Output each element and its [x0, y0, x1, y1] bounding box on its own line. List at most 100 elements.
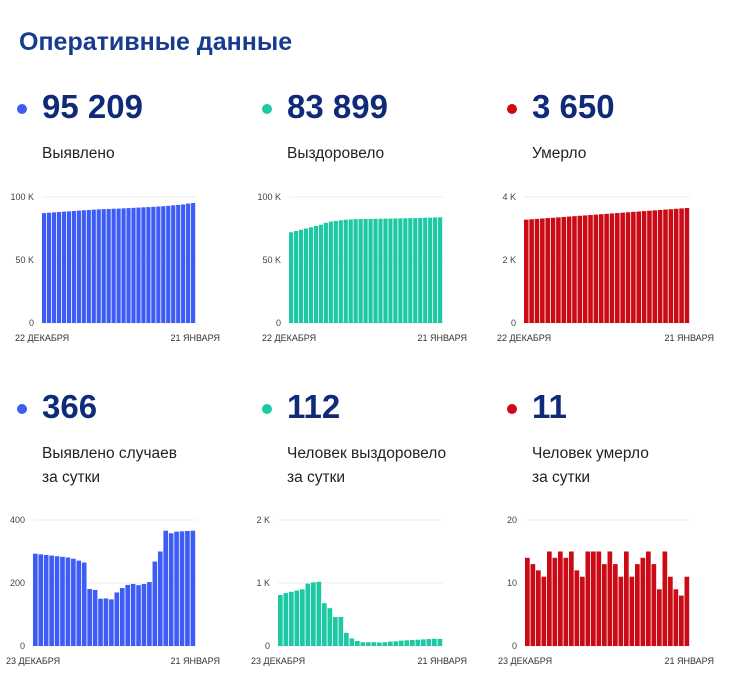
bar: [60, 556, 65, 646]
y-tick-label: 100 K: [10, 192, 34, 202]
y-tick-label: 100 K: [257, 192, 281, 202]
y-tick-label: 0: [276, 318, 281, 328]
bar: [541, 576, 547, 646]
bar: [33, 553, 38, 646]
bar: [651, 564, 657, 646]
legend-dot-icon: [17, 104, 27, 114]
bar: [540, 218, 545, 323]
stat-value: 366: [42, 388, 98, 425]
bar: [81, 210, 86, 323]
bar: [119, 588, 125, 646]
bar: [316, 581, 322, 646]
bar: [111, 208, 116, 323]
y-tick-label: 0: [29, 318, 34, 328]
bar: [663, 209, 668, 323]
bar: [278, 594, 283, 646]
bar: [388, 218, 393, 323]
bar: [176, 204, 181, 323]
bar: [646, 551, 651, 646]
bar: [323, 222, 328, 323]
bar: [413, 218, 418, 323]
stat-panel-identified: 95 209 Выявлено 0 50 K 100 K 22 ДЕКАБРЯ 21 ЯНВ…: [0, 0, 245, 343]
bar: [106, 208, 111, 323]
bar: [524, 219, 529, 323]
bar: [121, 208, 126, 323]
bar: [596, 551, 602, 646]
bar: [71, 210, 76, 323]
y-tick-label: 10: [507, 578, 517, 588]
bar: [393, 641, 399, 646]
bar: [437, 638, 443, 646]
stat-panel-identified-daily: 366 Выявлено случаев за сутки 0 200 400 23 ДЕК…: [0, 300, 245, 666]
bar: [647, 210, 652, 323]
bar: [426, 639, 432, 646]
bar: [403, 218, 408, 323]
bar: [360, 642, 366, 646]
bar: [577, 215, 583, 323]
bar: [38, 554, 44, 646]
bar: [428, 217, 433, 323]
y-tick-label: 0: [265, 641, 270, 651]
bar: [109, 599, 114, 646]
bar: [410, 640, 415, 646]
bar: [358, 219, 363, 323]
bar: [393, 218, 398, 323]
bar: [76, 560, 82, 646]
bar: [418, 217, 423, 323]
page-title: Оперативные данные: [19, 28, 293, 56]
bar: [556, 217, 561, 323]
bar: [368, 218, 373, 323]
bar: [166, 205, 171, 323]
bar: [338, 617, 344, 646]
bar: [620, 212, 625, 323]
bar: [561, 216, 567, 323]
x-label-end: 21 ЯНВАРЯ: [417, 333, 467, 343]
stat-value: 11: [532, 388, 567, 425]
bar: [558, 551, 563, 646]
bar: [322, 603, 327, 646]
bar: [42, 213, 47, 323]
bar: [343, 219, 348, 323]
chart-deaths-daily: 0 10 20 23 ДЕКАБРЯ 21 ЯНВАРЯ: [498, 515, 714, 666]
bar: [373, 218, 378, 323]
chart-identified: 0 50 K 100 K 22 ДЕКАБРЯ 21 ЯНВАРЯ: [10, 192, 220, 343]
y-tick-label: 50 K: [15, 255, 34, 265]
x-label-start: 23 ДЕКАБРЯ: [251, 656, 305, 666]
bar: [333, 220, 338, 323]
bar: [181, 204, 186, 323]
y-tick-label: 400: [10, 515, 25, 525]
bar: [289, 591, 294, 646]
bar: [399, 640, 404, 646]
bar: [624, 551, 629, 646]
bar: [353, 219, 358, 323]
bar: [56, 211, 62, 323]
bar: [378, 218, 383, 323]
bar: [294, 590, 300, 646]
bar: [61, 211, 67, 323]
bar: [363, 218, 368, 323]
bar: [66, 211, 72, 323]
bar: [328, 221, 333, 323]
bar: [76, 210, 81, 323]
bar: [130, 583, 136, 646]
bar: [43, 554, 49, 646]
bar: [311, 582, 316, 646]
bar: [572, 216, 577, 323]
x-label-end: 21 ЯНВАРЯ: [170, 333, 220, 343]
bar: [168, 533, 174, 646]
bar: [404, 640, 410, 646]
bar: [355, 640, 360, 646]
stat-panel-deaths-daily: 11 Человек умерло за сутки 0 10 20 23 ДЕКАБРЯ 2…: [490, 300, 733, 666]
bar: [91, 209, 96, 323]
bar: [536, 570, 541, 646]
bar: [382, 642, 388, 646]
bar: [421, 639, 426, 646]
bar: [65, 557, 71, 646]
bar: [171, 205, 176, 323]
bar: [305, 583, 311, 646]
stat-label-line2: за сутки: [287, 469, 346, 486]
bar: [438, 217, 443, 323]
bar: [668, 576, 673, 646]
bar: [684, 208, 690, 323]
bar: [371, 642, 377, 646]
